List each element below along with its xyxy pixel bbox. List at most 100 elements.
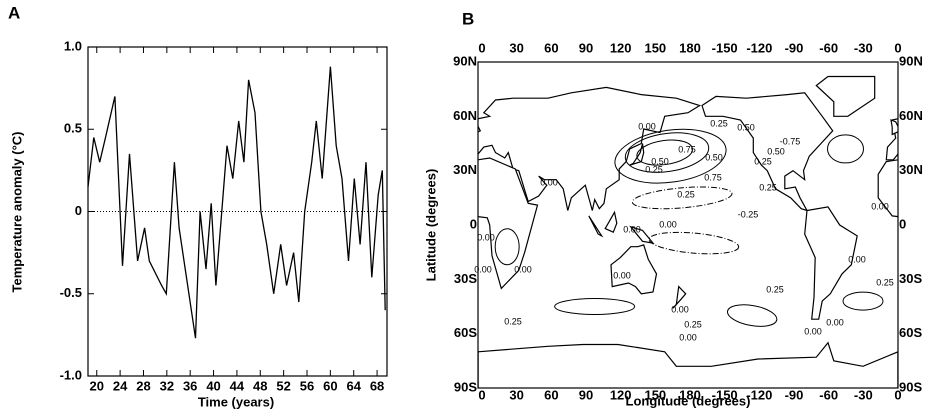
x-tick-label: 36: [183, 378, 197, 393]
lat-label: 60S: [899, 325, 922, 340]
coastline: [604, 210, 618, 234]
contour: [636, 139, 693, 166]
x-tick-label: 68: [370, 378, 384, 393]
lon-label: -150: [712, 40, 738, 55]
coastline: [185, 212, 197, 232]
coastline: [51, 120, 60, 134]
x-tick-label: 28: [136, 378, 150, 393]
coastline: [396, 77, 454, 117]
y-tick-label: -1.0: [60, 367, 82, 382]
coastline: [253, 287, 266, 309]
contour-label: 0.00: [871, 201, 889, 211]
coastline: [478, 157, 539, 290]
contour-label: 0.50: [651, 156, 669, 166]
lat-label: 90S: [899, 379, 922, 394]
lat-label: 60S: [454, 325, 477, 340]
lat-label: 90N: [453, 53, 477, 68]
contour: [614, 128, 727, 184]
contour-label: 0.25: [759, 182, 777, 192]
coastline: [815, 75, 876, 117]
y-tick-label: -0.5: [60, 285, 82, 300]
lon-label: 120: [610, 387, 632, 402]
coastline: [890, 119, 898, 136]
x-axis-label: Longitude (degrees): [626, 393, 751, 408]
lon-label: 30: [509, 387, 523, 402]
lat-label: 30N: [899, 162, 923, 177]
contour-label: -0.25: [738, 209, 759, 219]
contour-label: 0.25: [754, 156, 772, 166]
x-axis-label: Time (years): [198, 394, 274, 409]
x-tick-label: 40: [206, 378, 220, 393]
coastline: [588, 215, 604, 238]
lon-label: 150: [644, 387, 666, 402]
x-tick-label: 60: [323, 378, 337, 393]
contour: [726, 304, 778, 327]
x-tick-label: 64: [346, 378, 361, 393]
y-tick-label: 1.0: [64, 38, 82, 53]
lat-label: 90N: [899, 53, 923, 68]
lon-label: -60: [819, 40, 838, 55]
data-line: [87, 66, 386, 339]
panel-label: A: [8, 3, 20, 22]
contour: [631, 186, 733, 210]
lon-label: 150: [644, 40, 666, 55]
lon-label: 60: [544, 387, 558, 402]
contour: [648, 231, 740, 255]
coastline: [629, 225, 655, 244]
lon-label: 0: [894, 40, 901, 55]
contour-label: 0.00: [638, 121, 656, 131]
plot-frame: [87, 46, 388, 377]
contour-label: 0.25: [876, 277, 894, 287]
lat-label: 30N: [453, 162, 477, 177]
lon-label: -120: [746, 40, 772, 55]
contour-label: 0.75: [678, 144, 696, 154]
lat-label: 90S: [454, 379, 477, 394]
coastline: [282, 93, 413, 211]
x-tick-label: 48: [253, 378, 267, 393]
y-tick-label: 0: [75, 203, 82, 218]
lon-label: 120: [610, 40, 632, 55]
lon-label: -60: [819, 387, 838, 402]
contour: [554, 298, 636, 315]
y-tick-label: 0.5: [64, 121, 82, 136]
contour-label: 0.25: [766, 284, 784, 294]
contour-label: 0.00: [474, 264, 492, 274]
lat-label: 60N: [899, 108, 923, 123]
lon-label: -120: [746, 387, 772, 402]
x-tick-label: 56: [300, 378, 314, 393]
y-axis-label: Latitude (degrees): [423, 169, 438, 282]
contour-label: -0.75: [780, 136, 801, 146]
coastline: [478, 86, 702, 211]
x-tick-label: 32: [160, 378, 174, 393]
contour: [827, 134, 864, 164]
coastline: [610, 244, 658, 295]
coastline: [877, 159, 898, 218]
lon-label: 180: [679, 40, 701, 55]
lon-label: -90: [785, 387, 804, 402]
contour-label: 0.50: [767, 146, 785, 156]
contour-label: 0.50: [737, 122, 755, 132]
lon-label: 180: [679, 387, 701, 402]
contour-label: 0.25: [645, 164, 663, 174]
lon-label: 60: [544, 40, 558, 55]
lon-label: -150: [712, 387, 738, 402]
contour-label: 0.00: [540, 177, 558, 187]
lon-label: -30: [854, 40, 873, 55]
contour: [624, 132, 710, 173]
contour-label: 0.00: [679, 332, 697, 342]
contour-label: 0.25: [710, 118, 728, 128]
coastline: [38, 158, 117, 288]
lon-label: 0: [478, 387, 485, 402]
contour-label: 0.00: [659, 219, 677, 229]
contour-label: 0.00: [623, 224, 641, 234]
x-tick-label: 24: [113, 378, 128, 393]
contour-label: 0.00: [613, 270, 631, 280]
lon-label: 90: [579, 40, 593, 55]
map-frame: [477, 61, 899, 389]
y-axis-label: Temperature anomaly (°C): [9, 132, 24, 293]
x-tick-label: 52: [276, 378, 290, 393]
contour-label: 0.00: [514, 264, 532, 274]
coastline: [672, 285, 687, 309]
lon-label: -90: [785, 40, 804, 55]
coastline: [804, 206, 858, 320]
